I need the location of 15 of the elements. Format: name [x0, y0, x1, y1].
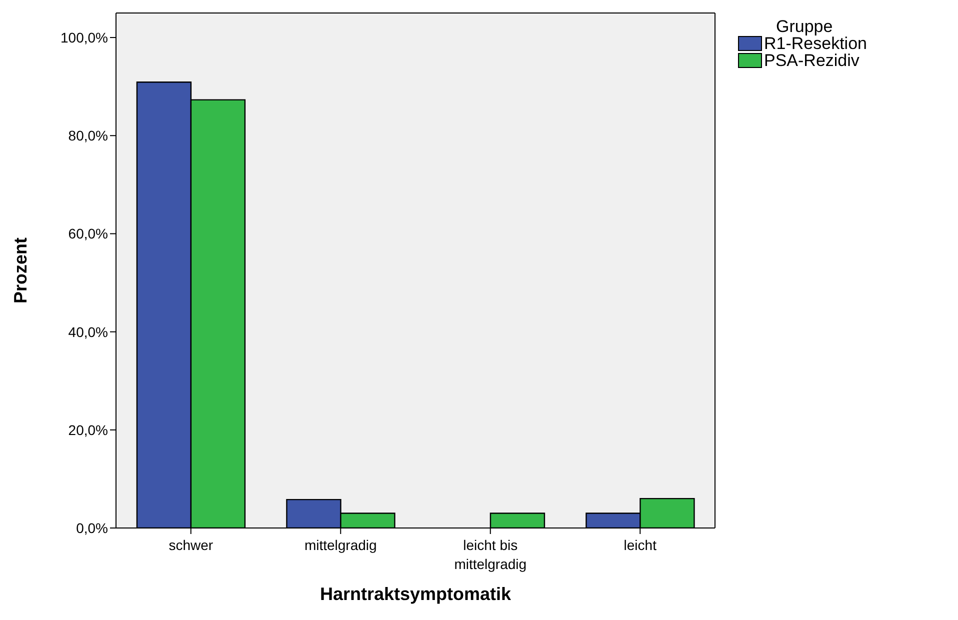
x-tick-label: leicht [624, 537, 657, 553]
legend-label: R1-Resektion [764, 34, 867, 53]
y-axis-title: Prozent [10, 237, 30, 304]
y-tick-label: 80,0% [68, 128, 108, 144]
y-tick-label: 20,0% [68, 422, 108, 438]
y-tick-label: 0,0% [76, 520, 108, 536]
y-tick-label: 100,0% [60, 29, 108, 46]
x-tick-label: schwer [168, 537, 214, 553]
legend-label: PSA-Rezidiv [764, 51, 860, 70]
legend-title: Gruppe [775, 17, 834, 36]
y-tick-label: 40,0% [68, 324, 108, 340]
x-tick-label: leicht bis mittelgradig [454, 537, 527, 572]
y-tick-label: 60,0% [68, 226, 108, 242]
x-axis-title: Harntraktsymptomatik [320, 584, 512, 604]
x-tick-label: mittelgradig [304, 537, 377, 553]
